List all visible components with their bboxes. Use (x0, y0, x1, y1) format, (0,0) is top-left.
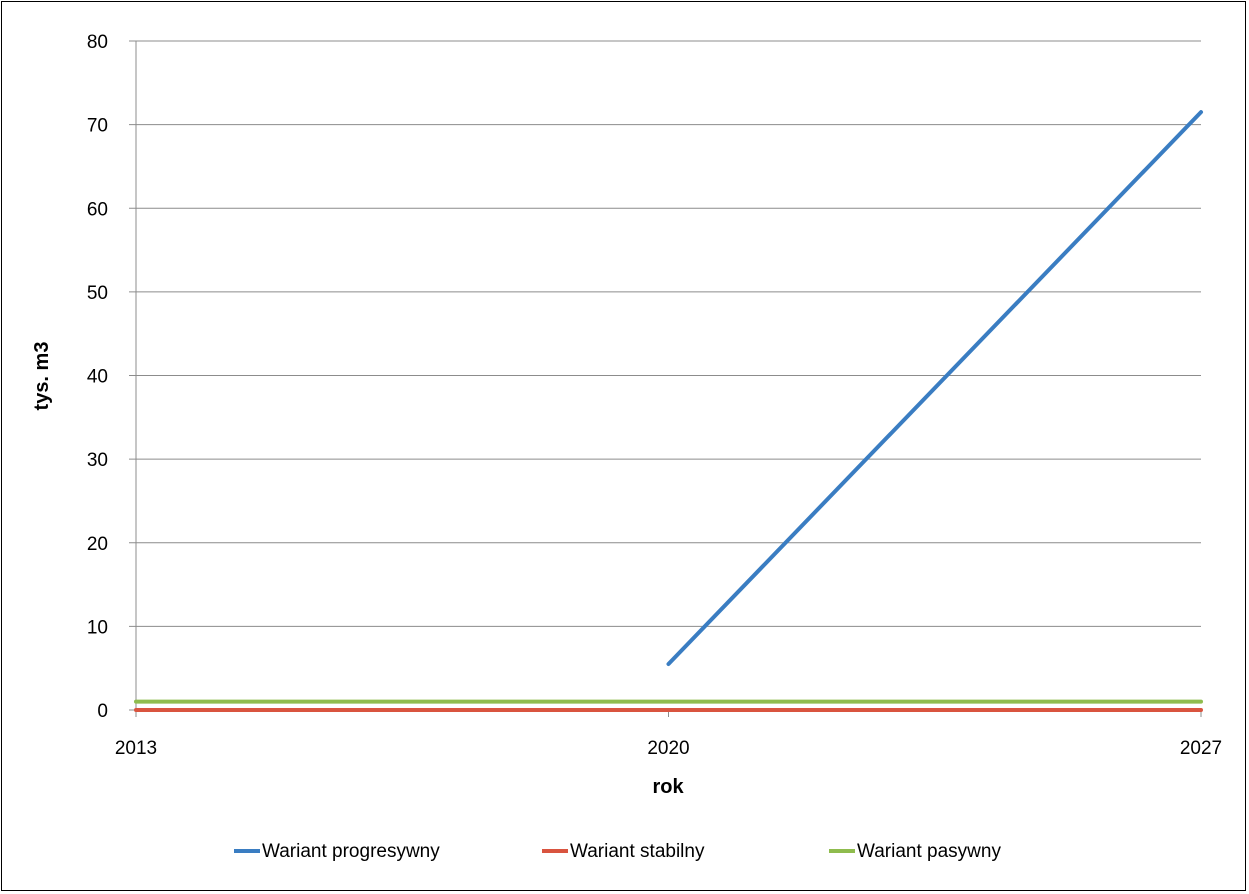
legend-label: Wariant pasywny (857, 841, 1001, 862)
gridlines (136, 40, 1201, 627)
y-tick-label: 60 (87, 199, 108, 220)
legend: Wariant progresywny Wariant stabilny Waria… (234, 841, 1001, 862)
tick-labels: 0 10 20 30 40 50 60 70 80 2013 2020 2027 (87, 32, 1222, 759)
legend-label: Wariant stabilny (570, 841, 705, 862)
y-tick-label: 70 (87, 116, 108, 137)
y-tick-label: 10 (87, 617, 108, 638)
y-tick-label: 40 (87, 367, 108, 388)
axes (129, 40, 1202, 717)
y-tick-label: 30 (87, 450, 108, 471)
y-tick-label: 50 (87, 283, 108, 304)
y-tick-label: 20 (87, 534, 108, 555)
series-lines (134, 110, 1203, 712)
x-tick-label: 2027 (1180, 738, 1222, 759)
series-line-1 (666, 110, 1203, 666)
x-tick-label: 2020 (647, 738, 689, 759)
y-tick-label: 0 (97, 701, 108, 722)
y-axis-title: tys. m3 (31, 342, 53, 411)
y-tick-label: 80 (87, 32, 108, 53)
legend-label: Wariant progresywny (262, 841, 440, 862)
x-tick-label: 2013 (115, 738, 157, 759)
x-axis-title: rok (652, 776, 684, 798)
